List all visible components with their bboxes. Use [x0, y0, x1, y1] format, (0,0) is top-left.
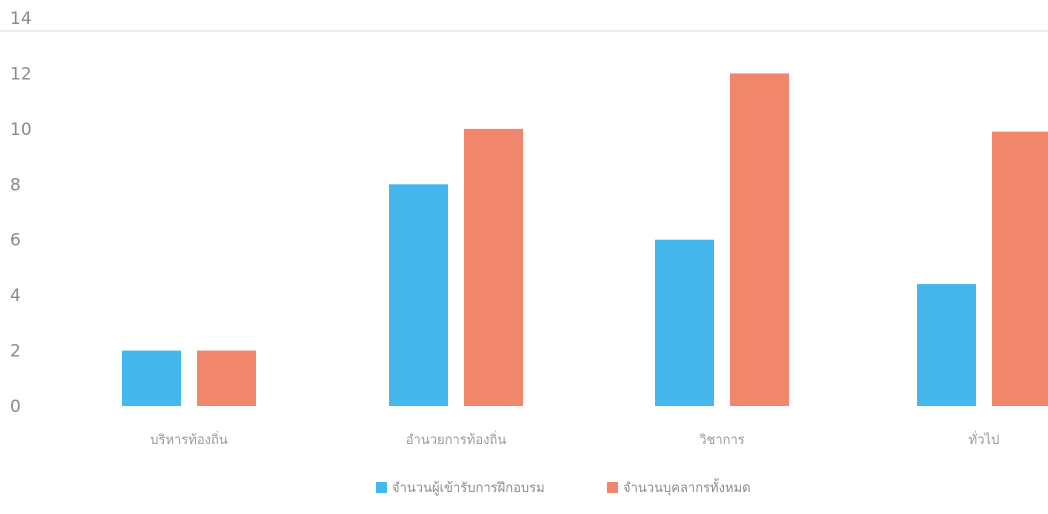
legend: จำนวนผู้เข้ารับการฝึกอบรม จำนวนบุคลากรทั้…	[376, 478, 751, 496]
bar-total-staff-1	[464, 128, 523, 406]
bar-total-staff-2	[730, 73, 789, 406]
bar-total-staff-3	[992, 131, 1048, 406]
y-tick-label: 8	[10, 175, 21, 195]
bars-group	[122, 73, 1048, 406]
bar-trainees-1	[389, 184, 448, 406]
y-tick-label: 10	[10, 120, 32, 140]
legend-label-1: จำนวนบุคลากรทั้งหมด	[623, 478, 751, 496]
y-tick-label: 4	[10, 286, 21, 306]
legend-label-0: จำนวนผู้เข้ารับการฝึกอบรม	[392, 481, 545, 496]
x-tick-label: บริหารท้องถิ่น	[150, 431, 228, 448]
bar-trainees-3	[917, 284, 976, 406]
y-tick-label: 6	[10, 231, 21, 251]
x-axis-ticks: บริหารท้องถิ่น อำนวยการท้องถิ่น วิชาการ ทั่…	[150, 431, 999, 448]
y-axis-ticks: 0 2 4 6 8 10 12 14	[10, 9, 32, 417]
bar-total-staff-0	[197, 350, 256, 406]
y-tick-label: 0	[10, 397, 21, 417]
x-tick-label: อำนวยการท้องถิ่น	[406, 431, 507, 448]
y-tick-label: 14	[10, 9, 32, 29]
bar-trainees-2	[655, 239, 714, 406]
legend-swatch-1	[607, 482, 618, 493]
x-tick-label: วิชาการ	[699, 433, 745, 448]
y-tick-label: 2	[10, 342, 21, 362]
y-tick-label: 12	[10, 64, 32, 84]
legend-swatch-0	[376, 482, 387, 493]
x-tick-label: ทั่วไป	[969, 431, 1000, 448]
bar-trainees-0	[122, 350, 181, 406]
